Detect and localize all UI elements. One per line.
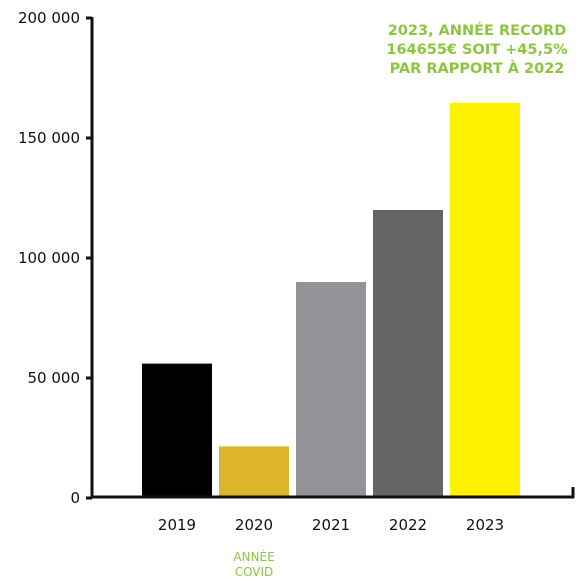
record-annotation-line: 164655€ SOIT +45,5% [386,42,568,58]
y-tick-label: 50 000 [28,369,81,387]
y-tick-label: 100 000 [18,249,80,267]
covid-annotation-line: ANNÉE [233,549,274,564]
record-annotation-line: PAR RAPPORT À 2022 [390,60,565,77]
bar-2022 [373,210,443,498]
bar-2019 [142,363,212,498]
x-tick-label: 2020 [235,516,273,534]
bar-2020 [219,446,289,498]
bars-group [142,102,520,498]
x-tick-label: 2019 [158,516,196,534]
y-tick-label: 200 000 [18,9,80,27]
x-labels-group: 2019 2020 2021 2022 2023 [158,516,504,534]
record-annotation-line: 2023, ANNÉE RECORD [388,22,567,39]
x-tick-label: 2021 [312,516,350,534]
y-tick-label: 150 000 [18,129,80,147]
covid-annotation-line: COVID [235,565,274,579]
y-ticks-group: 0 50 000 100 000 150 000 200 000 [18,9,92,507]
bar-2023 [450,102,520,498]
bar-2021 [296,282,366,498]
x-tick-label: 2023 [466,516,504,534]
x-tick-label: 2022 [389,516,427,534]
y-tick-label: 0 [70,489,80,507]
